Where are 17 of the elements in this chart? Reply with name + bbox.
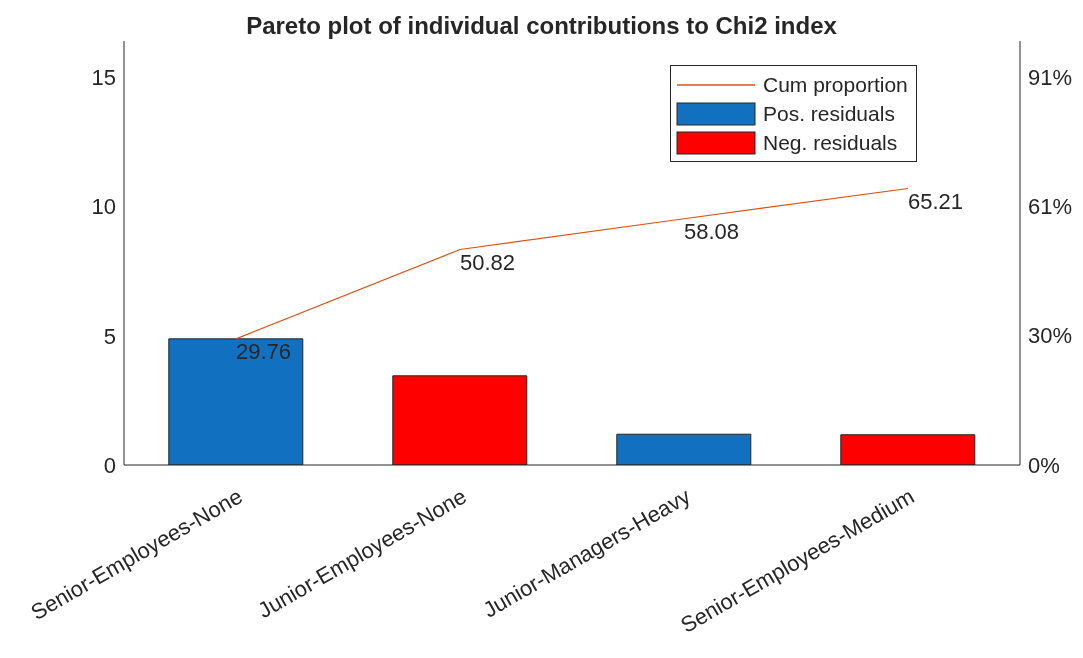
y-tick-label: 5 [103, 323, 116, 349]
y2-tick-label: 30% [1028, 323, 1073, 349]
y-tick-label: 0 [103, 452, 116, 478]
data-label: 29.76 [236, 338, 292, 364]
line-series [235, 187, 909, 340]
legend-label: Cum proportion [763, 72, 908, 97]
y-tick-label: 15 [91, 65, 116, 91]
y2-tick-label: 91% [1028, 64, 1073, 90]
y2-tick-label: 61% [1028, 194, 1073, 220]
data-label: 58.08 [684, 218, 740, 244]
legend-label: Pos. residuals [763, 101, 895, 126]
chart-title: Pareto plot of individual contributions to Chi2 index [245, 12, 838, 40]
y-tick-label: 10 [91, 194, 116, 220]
data-label: 50.82 [460, 249, 516, 275]
data-label: 65.21 [908, 188, 964, 214]
legend-label: Neg. residuals [763, 130, 898, 155]
y2-tick-label: 0% [1028, 452, 1060, 478]
